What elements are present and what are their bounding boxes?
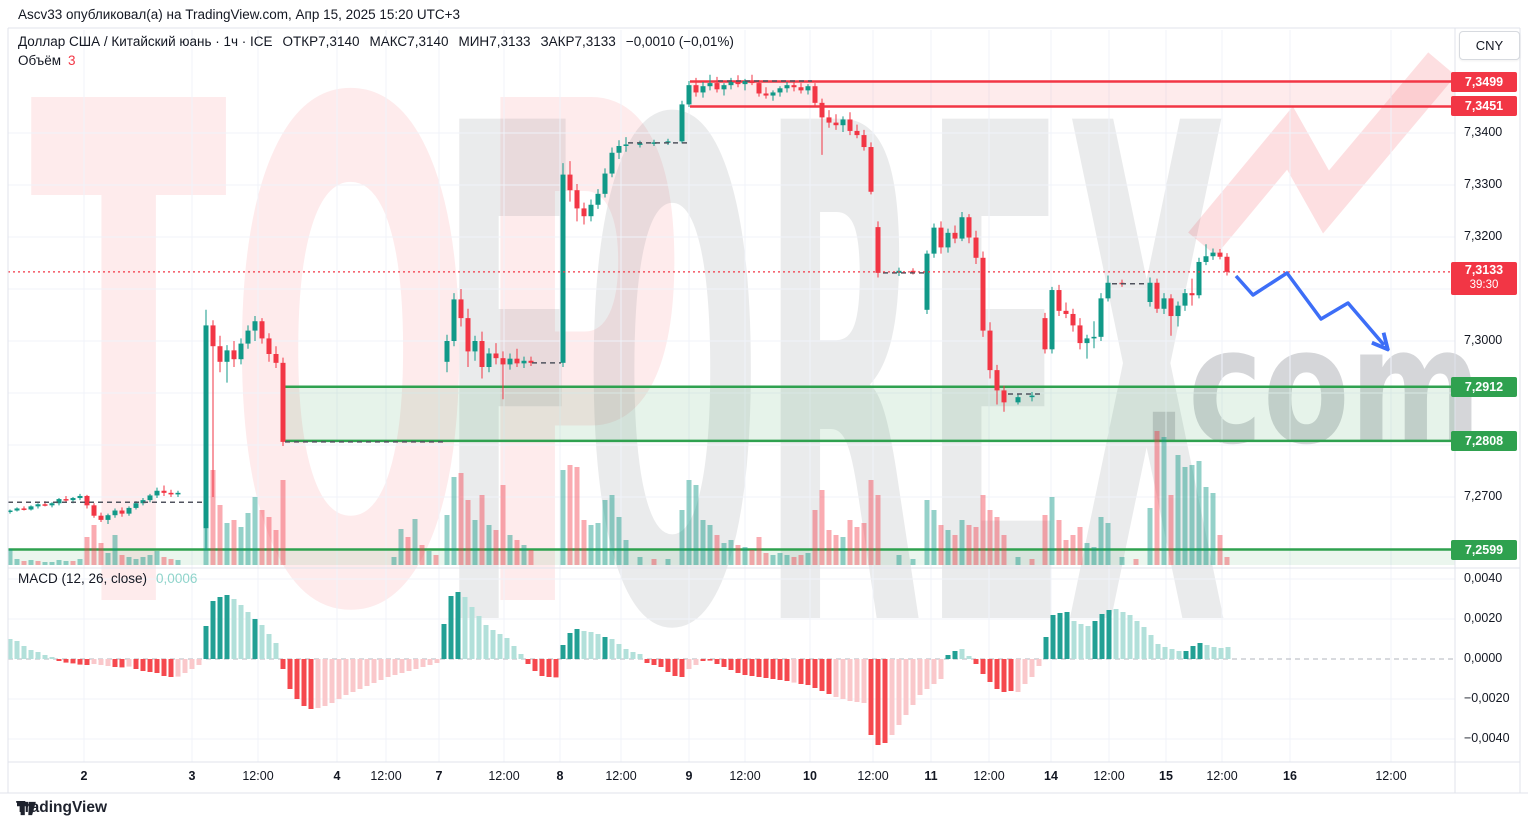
time-axis-label: 14 [1044, 769, 1058, 783]
time-axis-label: 11 [924, 769, 938, 783]
price-level-badge: 7,2808 [1451, 430, 1517, 451]
current-price-badge: 7,3133 39:30 [1451, 261, 1517, 295]
price-level-badge: 7,3451 [1451, 96, 1517, 117]
price-axis-label: 7,3000 [1464, 333, 1503, 347]
time-axis-label: 12:00 [857, 769, 889, 783]
volume-label: Объём [18, 53, 62, 68]
price-level-badge: 7,2599 [1451, 539, 1517, 560]
time-axis-label: 4 [333, 769, 341, 783]
time-axis-label: 12:00 [1093, 769, 1125, 783]
tradingview-logo-text: TradingView [16, 799, 108, 816]
ohlc-close: ЗАКР7,3133 [540, 34, 616, 49]
resistance-zone [690, 81, 1455, 107]
time-axis-label: 12:00 [605, 769, 637, 783]
time-axis-label: 3 [188, 769, 196, 783]
macd-legend[interactable]: MACD (12, 26, close) 0,0006 [18, 571, 197, 586]
current-price-value: 7,3133 [1464, 263, 1504, 278]
time-axis-label: 7 [435, 769, 443, 783]
price-axis-label: 7,3300 [1464, 177, 1503, 191]
time-axis-label: 12:00 [1206, 769, 1238, 783]
time-axis-label: 12:00 [488, 769, 520, 783]
macd-value: 0,0006 [156, 571, 198, 586]
support-zone [285, 386, 1455, 441]
ohlc-high: МАКС7,3140 [369, 34, 449, 49]
attribution-text: Ascv33 опубликовал(а) на TradingView.com… [18, 7, 461, 22]
symbol-legend[interactable]: Доллар США / Китайский юань · 1ч · ICE О… [18, 34, 734, 49]
tradingview-logo-icon [17, 801, 36, 816]
macd-axis-label: −0,0020 [1464, 691, 1510, 705]
volume-legend[interactable]: Объём 3 [18, 53, 76, 68]
symbol-title: Доллар США / Китайский юань · 1ч · ICE [18, 34, 273, 49]
tradingview-logo[interactable]: TradingView [16, 799, 107, 817]
macd-axis-label: 0,0020 [1464, 611, 1503, 625]
countdown-timer: 39:30 [1469, 279, 1499, 292]
time-axis-label: 2 [80, 769, 88, 783]
macd-axis-label: 0,0000 [1464, 651, 1503, 665]
price-change: −0,0010 (−0,01%) [625, 34, 734, 49]
currency-button[interactable]: CNY [1459, 31, 1520, 60]
price-axis-label: 7,3200 [1464, 229, 1503, 243]
time-axis-label: 16 [1283, 769, 1297, 783]
price-level-badge: 7,3499 [1451, 71, 1517, 92]
time-axis-label: 12:00 [1375, 769, 1407, 783]
price-axis-label: 7,2700 [1464, 489, 1503, 503]
time-axis-label: 12:00 [370, 769, 402, 783]
forecast-arrow[interactable] [1234, 271, 1384, 345]
time-axis-label: 9 [685, 769, 693, 783]
macd-axis-label: 0,0040 [1464, 571, 1503, 585]
price-level-badge: 7,2912 [1451, 376, 1517, 397]
price-axis-label: 7,3400 [1464, 125, 1503, 139]
time-axis-label: 12:00 [729, 769, 761, 783]
time-axis-label: 12:00 [973, 769, 1005, 783]
ohlc-low: МИН7,3133 [458, 34, 531, 49]
ohlc-open: ОТКР7,3140 [282, 34, 360, 49]
volume-value: 3 [68, 53, 76, 68]
macd-axis-label: −0,0040 [1464, 731, 1510, 745]
time-axis-label: 10 [803, 769, 817, 783]
time-axis-label: 15 [1159, 769, 1173, 783]
macd-title: MACD (12, 26, close) [18, 571, 148, 586]
time-axis-label: 8 [556, 769, 564, 783]
time-axis-label: 12:00 [242, 769, 274, 783]
